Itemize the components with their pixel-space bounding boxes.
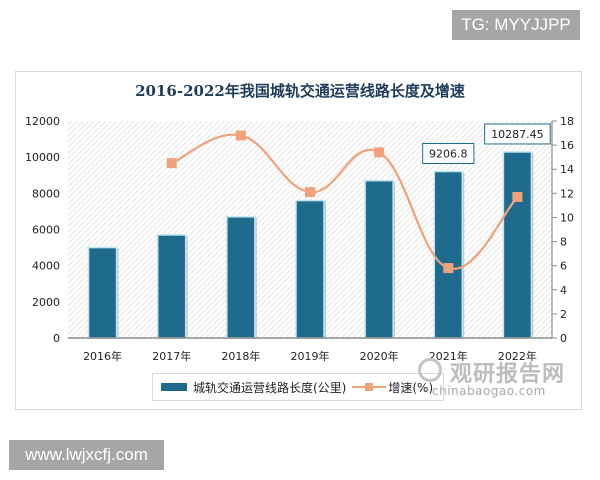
line-series: [166, 130, 523, 274]
bar: [502, 151, 533, 339]
left-axis: 0 2000 4000 6000 8000 10000 12000: [25, 115, 60, 345]
chart-title: 2016-2022年我国城轨交通运营线路长度及增速: [135, 82, 465, 100]
bar: [364, 179, 394, 339]
line-marker: [374, 147, 385, 158]
line-marker: [305, 187, 315, 198]
data-labels: 9206.8 10287.45: [422, 123, 551, 165]
bar-series: [87, 151, 534, 339]
x-tick-label: 2016年: [83, 349, 122, 363]
line-marker: [166, 158, 177, 169]
left-tick-label: 12000: [25, 115, 60, 128]
right-tick-label: 6: [560, 260, 567, 273]
line-marker: [512, 191, 523, 202]
brand-watermark: 观研报告网 chinabaogao.com: [418, 356, 578, 406]
brand-logo-icon: [418, 358, 442, 382]
x-axis-labels: 2016年 2017年 2018年 2019年 2020年 2021年 2022年: [83, 349, 537, 363]
left-tick-label: 6000: [32, 224, 60, 237]
x-tick-label: 2018年: [221, 349, 260, 363]
left-tick-label: 4000: [32, 260, 60, 273]
left-tick-label: 10000: [25, 151, 60, 164]
bar-data-label: 10287.45: [491, 128, 544, 141]
legend-line-label: 增速(%): [388, 380, 434, 395]
x-tick-label: 2021年: [429, 349, 468, 363]
legend-bar-swatch: [161, 383, 187, 391]
chart-legend: 城轨交通运营线路长度(公里) 增速(%): [152, 373, 444, 401]
right-tick-label: 10: [560, 211, 574, 224]
bottom-watermark-tag: www.lwjxcfj.com: [9, 440, 164, 470]
legend-bar-label: 城轨交通运营线路长度(公里): [193, 380, 347, 395]
right-tick-label: 14: [560, 163, 574, 176]
x-tick-label: 2019年: [291, 349, 330, 363]
left-tick-label: 2000: [32, 296, 60, 309]
x-tick-label: 2017年: [152, 349, 191, 363]
x-tick-label: 2022年: [498, 349, 537, 363]
right-axis: 0 2 4 6 8 10 12 14 16 18: [551, 115, 574, 345]
bar: [433, 170, 464, 339]
brand-name-cn: 观研报告网: [450, 362, 566, 387]
brand-name-en: chinabaogao.com: [432, 384, 546, 398]
x-tick-label: 2020年: [360, 349, 399, 363]
bar: [87, 246, 118, 339]
top-watermark-tag: TG: MYYJJPP: [452, 10, 580, 40]
line-marker: [443, 263, 454, 274]
line-marker: [235, 130, 246, 141]
bar: [226, 216, 256, 339]
right-tick-label: 18: [560, 115, 574, 128]
bar: [156, 234, 187, 339]
bar-data-label: 9206.8: [429, 148, 468, 161]
right-tick-label: 2: [560, 308, 567, 321]
right-tick-label: 12: [560, 187, 574, 200]
bar: [295, 199, 325, 339]
left-tick-label: 8000: [32, 187, 60, 200]
right-tick-label: 8: [560, 236, 567, 249]
right-tick-label: 4: [560, 284, 567, 297]
left-tick-label: 0: [53, 332, 60, 345]
legend-line-swatch: [352, 382, 387, 392]
right-tick-label: 0: [560, 332, 567, 345]
right-tick-label: 16: [560, 139, 574, 152]
